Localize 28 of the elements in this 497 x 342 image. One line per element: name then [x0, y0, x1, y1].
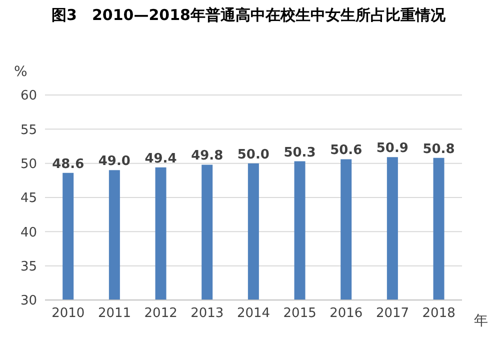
data-label: 50.3	[284, 145, 316, 160]
data-label: 49.4	[144, 151, 177, 166]
x-tick-label: 2014	[236, 306, 270, 322]
data-label: 49.8	[191, 148, 224, 164]
y-tick-label: 35	[20, 259, 37, 274]
data-label: 48.6	[52, 156, 84, 172]
data-label: 49.0	[98, 154, 130, 170]
y-tick-label: 60	[20, 88, 37, 104]
chart-title: 图3 2010—2018年普通高中在校生中女生所占比重情况	[50, 6, 446, 25]
x-tick-label: 2011	[98, 306, 132, 322]
data-label: 50.8	[422, 142, 455, 157]
x-axis-title: 年	[474, 312, 488, 330]
data-label: 50.6	[330, 143, 362, 158]
x-tick-label: 2017	[376, 306, 410, 322]
x-tick-label: 2016	[330, 306, 363, 322]
x-tick-label: 2013	[190, 306, 224, 322]
data-label: 50.0	[237, 147, 270, 162]
y-axis-title: %	[14, 64, 28, 80]
data-label: 50.9	[376, 141, 408, 156]
x-tick-label: 2012	[144, 306, 178, 322]
x-tick-label: 2010	[52, 306, 85, 322]
y-tick-label: 30	[20, 294, 37, 309]
y-tick-label: 40	[20, 225, 37, 240]
x-tick-label: 2018	[422, 306, 456, 322]
y-tick-label: 50	[20, 156, 37, 172]
y-tick-label: 55	[20, 122, 37, 138]
y-tick-label: 45	[20, 191, 37, 206]
x-tick-label: 2015	[283, 306, 316, 322]
